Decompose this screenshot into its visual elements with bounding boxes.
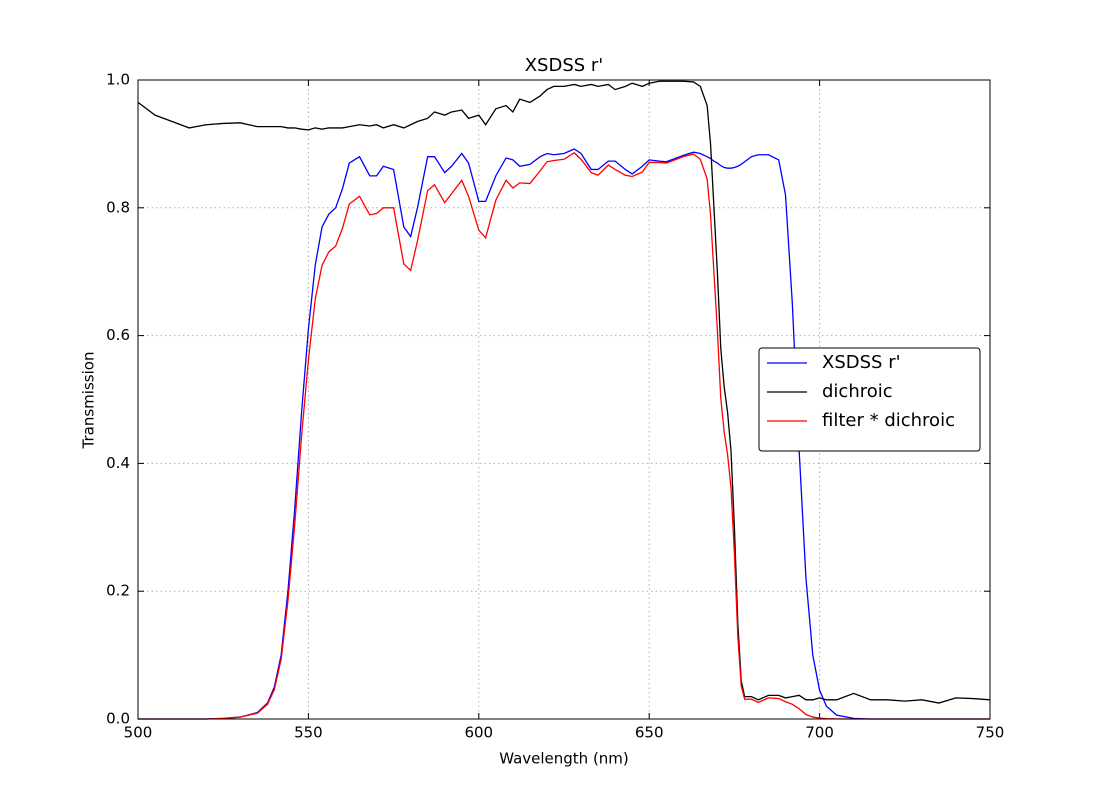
y-tick-label: 0.4 xyxy=(106,454,130,472)
y-tick-label: 0.2 xyxy=(106,582,130,600)
legend: XSDSS r' dichroic filter * dichroic xyxy=(758,347,981,452)
legend-label: dichroic xyxy=(822,381,893,402)
y-tick-label: 0.6 xyxy=(106,326,130,344)
x-tick-label: 700 xyxy=(805,724,834,742)
series-line xyxy=(138,148,990,720)
legend-label: XSDSS r' xyxy=(822,352,901,373)
y-tick-label: 0.0 xyxy=(106,710,130,728)
x-axis-label: Wavelength (nm) xyxy=(499,750,629,768)
series-line xyxy=(138,152,990,720)
y-tick-label: 1.0 xyxy=(106,71,130,89)
y-axis-label: Transmission xyxy=(80,352,98,450)
plot-frame xyxy=(137,79,991,720)
x-tick-label: 650 xyxy=(635,724,664,742)
series-line xyxy=(137,80,991,704)
x-tick-label: 550 xyxy=(294,724,323,742)
y-tick-label: 0.8 xyxy=(106,198,130,216)
chart-title: XSDSS r' xyxy=(525,55,604,76)
legend-box xyxy=(758,347,981,452)
legend-label: filter * dichroic xyxy=(822,410,955,431)
x-tick-label: 500 xyxy=(124,724,153,742)
x-tick-label: 600 xyxy=(464,724,493,742)
x-tick-label: 750 xyxy=(976,724,1005,742)
